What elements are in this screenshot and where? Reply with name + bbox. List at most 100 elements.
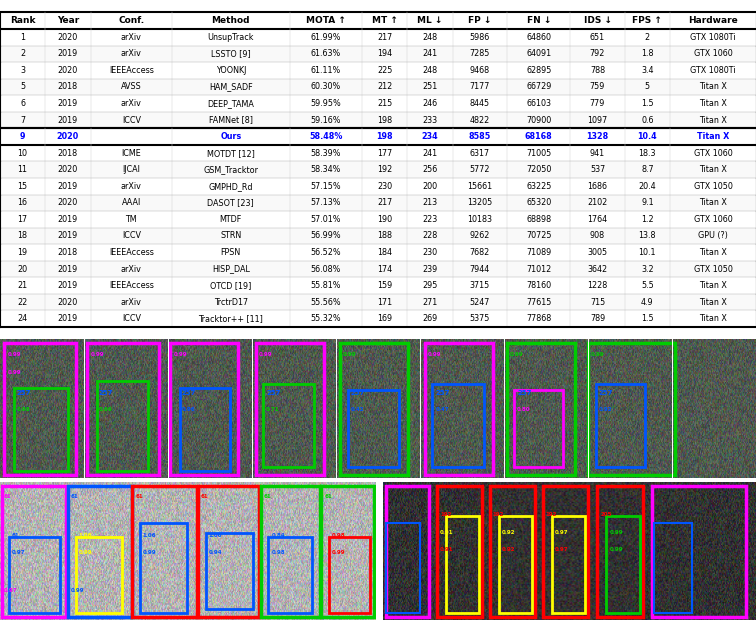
Text: 184: 184 (377, 248, 392, 257)
Text: 70900: 70900 (526, 115, 551, 125)
Bar (654, 523, 692, 613)
Text: 792: 792 (590, 50, 606, 58)
Text: 56.52%: 56.52% (311, 248, 341, 257)
Text: 2019: 2019 (57, 231, 78, 241)
Text: 65320: 65320 (526, 198, 551, 207)
Bar (0, 161, 756, 178)
Bar (206, 533, 253, 609)
Text: 0.98: 0.98 (332, 533, 345, 538)
Text: 0.94: 0.94 (209, 549, 222, 554)
Text: 7177: 7177 (469, 82, 490, 91)
Text: 225: 225 (377, 66, 392, 75)
Text: 3005: 3005 (587, 248, 608, 257)
Text: 269: 269 (423, 314, 438, 323)
Text: GTX 1060: GTX 1060 (693, 215, 733, 224)
Bar (446, 516, 479, 613)
Bar (0, 62, 756, 79)
Text: 789: 789 (590, 314, 606, 323)
Text: GSM_Tracktor: GSM_Tracktor (203, 165, 259, 174)
Text: 205: 205 (600, 512, 612, 517)
Text: 1.5: 1.5 (641, 99, 654, 108)
Text: 198: 198 (377, 115, 392, 125)
Text: 13205: 13205 (467, 198, 492, 207)
Text: 71012: 71012 (526, 265, 551, 273)
Text: 61.99%: 61.99% (311, 33, 341, 42)
Text: 257: 257 (435, 389, 450, 396)
Text: FPS ↑: FPS ↑ (633, 16, 662, 25)
Text: 2018: 2018 (58, 149, 78, 157)
Bar (132, 486, 197, 618)
Text: 0.99: 0.99 (609, 547, 623, 552)
Text: 230: 230 (423, 248, 438, 257)
Bar (0, 294, 756, 311)
Text: IDS ↓: IDS ↓ (584, 16, 612, 25)
Text: 239: 239 (423, 265, 438, 273)
Text: 2019: 2019 (57, 115, 78, 125)
Text: 1228: 1228 (587, 281, 608, 290)
Text: YOONKJ: YOONKJ (215, 66, 246, 75)
Text: 2020: 2020 (57, 132, 79, 141)
Bar (256, 343, 324, 475)
Text: 192: 192 (493, 512, 504, 517)
Bar (0, 311, 756, 327)
Text: 200: 200 (423, 182, 438, 191)
Text: Titan X: Titan X (699, 198, 727, 207)
Text: 60.30%: 60.30% (311, 82, 341, 91)
Bar (425, 343, 493, 475)
Text: 228: 228 (423, 231, 438, 241)
Text: 13.8: 13.8 (639, 231, 656, 241)
Text: 8.7: 8.7 (641, 165, 654, 174)
Text: 0.97: 0.97 (4, 588, 17, 593)
Text: TM: TM (125, 215, 137, 224)
Text: 2: 2 (645, 33, 650, 42)
Text: 7682: 7682 (469, 248, 490, 257)
Text: 20.4: 20.4 (639, 182, 656, 191)
Text: 24: 24 (17, 314, 28, 323)
Text: arXiv: arXiv (121, 50, 141, 58)
Text: 57.13%: 57.13% (311, 198, 341, 207)
Text: DEEP_TAMA: DEEP_TAMA (207, 99, 254, 108)
Text: 18: 18 (17, 231, 28, 241)
Text: 537: 537 (590, 165, 606, 174)
Text: 6: 6 (20, 99, 25, 108)
Text: 59.95%: 59.95% (311, 99, 341, 108)
Text: 192: 192 (377, 165, 392, 174)
Text: Titan X: Titan X (699, 115, 727, 125)
Text: 7: 7 (20, 115, 25, 125)
Text: 21: 21 (17, 281, 28, 290)
Text: 1764: 1764 (587, 215, 608, 224)
Text: 217: 217 (377, 33, 392, 42)
Text: ICME: ICME (122, 149, 141, 157)
Text: 257: 257 (266, 389, 280, 396)
Text: 61: 61 (201, 494, 209, 499)
Text: 0.99: 0.99 (609, 530, 623, 535)
Text: 174: 174 (377, 265, 392, 273)
Text: 4.9: 4.9 (641, 298, 654, 307)
Bar (597, 486, 643, 618)
Bar (0, 211, 756, 228)
Text: 61: 61 (4, 494, 11, 499)
Bar (2, 486, 66, 618)
Text: 71089: 71089 (526, 248, 551, 257)
Text: arXiv: arXiv (121, 182, 141, 191)
Text: 68898: 68898 (526, 215, 551, 224)
Text: 256: 256 (423, 165, 438, 174)
Text: 5247: 5247 (469, 298, 490, 307)
Text: 198: 198 (376, 132, 393, 141)
Text: 759: 759 (590, 82, 606, 91)
Text: ML ↓: ML ↓ (417, 16, 443, 25)
Text: Titan X: Titan X (699, 314, 727, 323)
Bar (499, 516, 532, 613)
Text: 10.1: 10.1 (639, 248, 656, 257)
Text: IEEEAccess: IEEEAccess (109, 66, 153, 75)
Text: 58.39%: 58.39% (311, 149, 341, 157)
Text: 1.06: 1.06 (79, 533, 92, 538)
Text: 9468: 9468 (469, 66, 490, 75)
Text: 55.81%: 55.81% (311, 281, 341, 290)
Text: 0.42: 0.42 (351, 407, 364, 412)
Text: 2019: 2019 (57, 182, 78, 191)
Text: 22: 22 (17, 298, 28, 307)
Text: 0.99: 0.99 (428, 352, 442, 357)
Bar (0, 261, 756, 277)
Text: FPSN: FPSN (221, 248, 241, 257)
